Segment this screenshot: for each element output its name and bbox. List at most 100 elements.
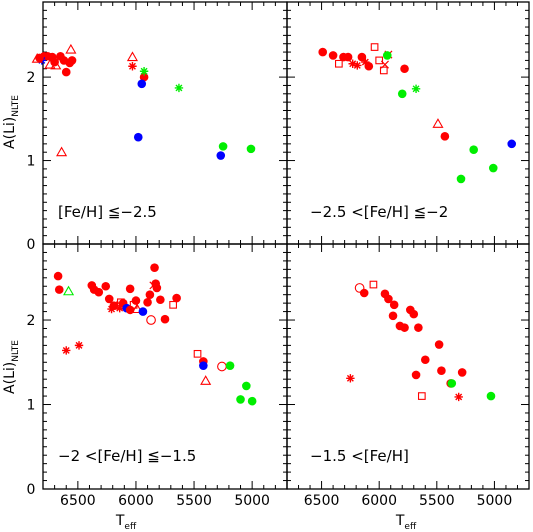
y-axis-title-main: A(Li) [2, 362, 18, 394]
data-point-red-circle [343, 52, 353, 62]
x-tick-label: 6500 [60, 493, 96, 509]
data-point-red-circle [125, 284, 135, 294]
y-axis-title-sub: NLTE [11, 340, 21, 362]
data-point-red-circle [328, 51, 338, 60]
data-point-red-square [370, 43, 379, 51]
x-tick-label: 6000 [361, 493, 397, 509]
data-point-red-asterisk [115, 304, 124, 313]
data-point-red-circle [389, 300, 399, 310]
data-point-red-asterisk [353, 61, 362, 70]
data-point-red-circle [139, 72, 149, 82]
panel-label: −1.5 <[Fe/H] [310, 447, 409, 465]
data-point-red-open-circle [217, 361, 227, 372]
y-tick-label: 2 [27, 313, 36, 329]
panel-2: −2.5 <[Fe/H] ≦−2 [286, 1, 530, 245]
data-point-green-circle [382, 51, 392, 60]
x-axis-title-main: T [115, 513, 125, 529]
x-axis-title-sub: eff [124, 522, 137, 532]
data-point-green-circle [218, 142, 228, 151]
data-point-blue-circle [138, 307, 148, 316]
y-axis-title: A(Li)NLTE [2, 340, 21, 394]
data-point-blue-circle [133, 132, 143, 142]
data-point-red-circle [420, 355, 430, 365]
data-point-red-circle [61, 67, 71, 77]
data-point-red-square [369, 280, 378, 289]
data-point-red-circle [388, 311, 398, 321]
data-point-green-circle [225, 361, 235, 370]
data-point-red-triangle [31, 53, 43, 63]
data-point-red-square [335, 59, 343, 68]
panels-group: 1 2 0 [Fe/H] ≦−2.5 −2.5 <[Fe/H] ≦−2 0 1 2 6500 60… [27, 1, 530, 509]
panel-1: 1 2 0 [Fe/H] ≦−2.5 [27, 1, 288, 253]
data-point-red-circle [411, 370, 421, 380]
y-tick-label: 0 [27, 237, 36, 253]
data-point-green-circle [456, 174, 466, 184]
data-point-red-circle [357, 52, 367, 62]
data-point-green-circle [247, 396, 257, 406]
y-axis-title-main: A(Li) [2, 117, 18, 149]
data-point-green-circle [469, 145, 478, 155]
panel-3: 0 1 2 6500 6000 5500 5000 −2 <[Fe/H] ≦−1.5 [27, 243, 288, 509]
data-point-red-circle [104, 294, 114, 304]
data-point-blue-circle [199, 361, 208, 370]
panel-frame [286, 243, 530, 490]
panel-label: −2.5 <[Fe/H] ≦−2 [310, 203, 448, 221]
data-point-blue-circle [216, 151, 226, 160]
data-point-red-circle [145, 290, 155, 299]
data-point-red-circle [54, 285, 64, 294]
data-point-red-circle [400, 64, 409, 74]
x-axis-title-left: Teff [115, 513, 137, 532]
y-axis-title: A(Li)NLTE [2, 95, 21, 149]
y-tick-label: 1 [27, 154, 36, 170]
y-axis-title-top: A(Li)NLTE [2, 95, 21, 149]
data-point-red-circle [409, 309, 419, 319]
data-point-red-asterisk [62, 346, 71, 355]
data-point-red-circle [94, 287, 104, 297]
data-point-red-square [193, 349, 202, 358]
data-point-red-circle [364, 61, 374, 71]
data-point-red-asterisk [454, 392, 463, 402]
data-point-green-circle [236, 395, 245, 404]
x-tick-label: 5000 [477, 493, 513, 509]
data-point-red-square [169, 300, 177, 309]
data-point-red-asterisk [361, 57, 370, 67]
panel-label: −2 <[Fe/H] ≦−1.5 [58, 447, 196, 465]
data-point-green-circle [486, 391, 496, 401]
data-point-green-circle [246, 144, 256, 154]
data-point-green-circle [488, 163, 498, 173]
data-point-red-circle [440, 132, 450, 141]
data-point-green-circle [397, 89, 407, 99]
data-point-blue-circle [137, 79, 147, 89]
data-point-red-square [417, 392, 426, 400]
y-axis-title-sub: NLTE [11, 95, 21, 117]
data-point-red-triangle [131, 303, 143, 314]
data-point-red-triangle [50, 59, 62, 70]
data-point-red-asterisk [128, 62, 137, 71]
data-point-red-asterisk [346, 374, 355, 383]
x-tick-label: 5500 [176, 493, 212, 509]
data-point-green-asterisk [411, 84, 421, 93]
data-point-red-circle [400, 323, 409, 332]
x-axis-title-main: T [395, 513, 405, 529]
data-point-red-circle [318, 47, 328, 57]
data-point-red-triangle [126, 51, 139, 62]
data-point-red-circle [457, 368, 467, 377]
data-point-red-triangle [44, 58, 56, 69]
x-axis-title-right: Teff [395, 513, 417, 532]
data-point-red-circle [172, 293, 181, 303]
x-axis-title-sub: eff [404, 522, 417, 532]
data-point-red-circle [434, 340, 444, 349]
data-point-red-circle [160, 314, 170, 324]
data-point-green-asterisk [174, 83, 184, 93]
y-axis-title-bottom: A(Li)NLTE [2, 340, 21, 394]
data-point-red-triangle [432, 118, 444, 128]
data-point-green-circle [447, 379, 457, 388]
data-point-red-cross [380, 60, 389, 69]
data-point-red-open-circle [146, 315, 156, 325]
panel-label: [Fe/H] ≦−2.5 [58, 203, 157, 221]
data-point-red-circle [131, 296, 141, 305]
data-point-red-circle [143, 297, 152, 307]
data-point-red-asterisk [74, 341, 84, 350]
data-point-red-circle [101, 281, 111, 291]
